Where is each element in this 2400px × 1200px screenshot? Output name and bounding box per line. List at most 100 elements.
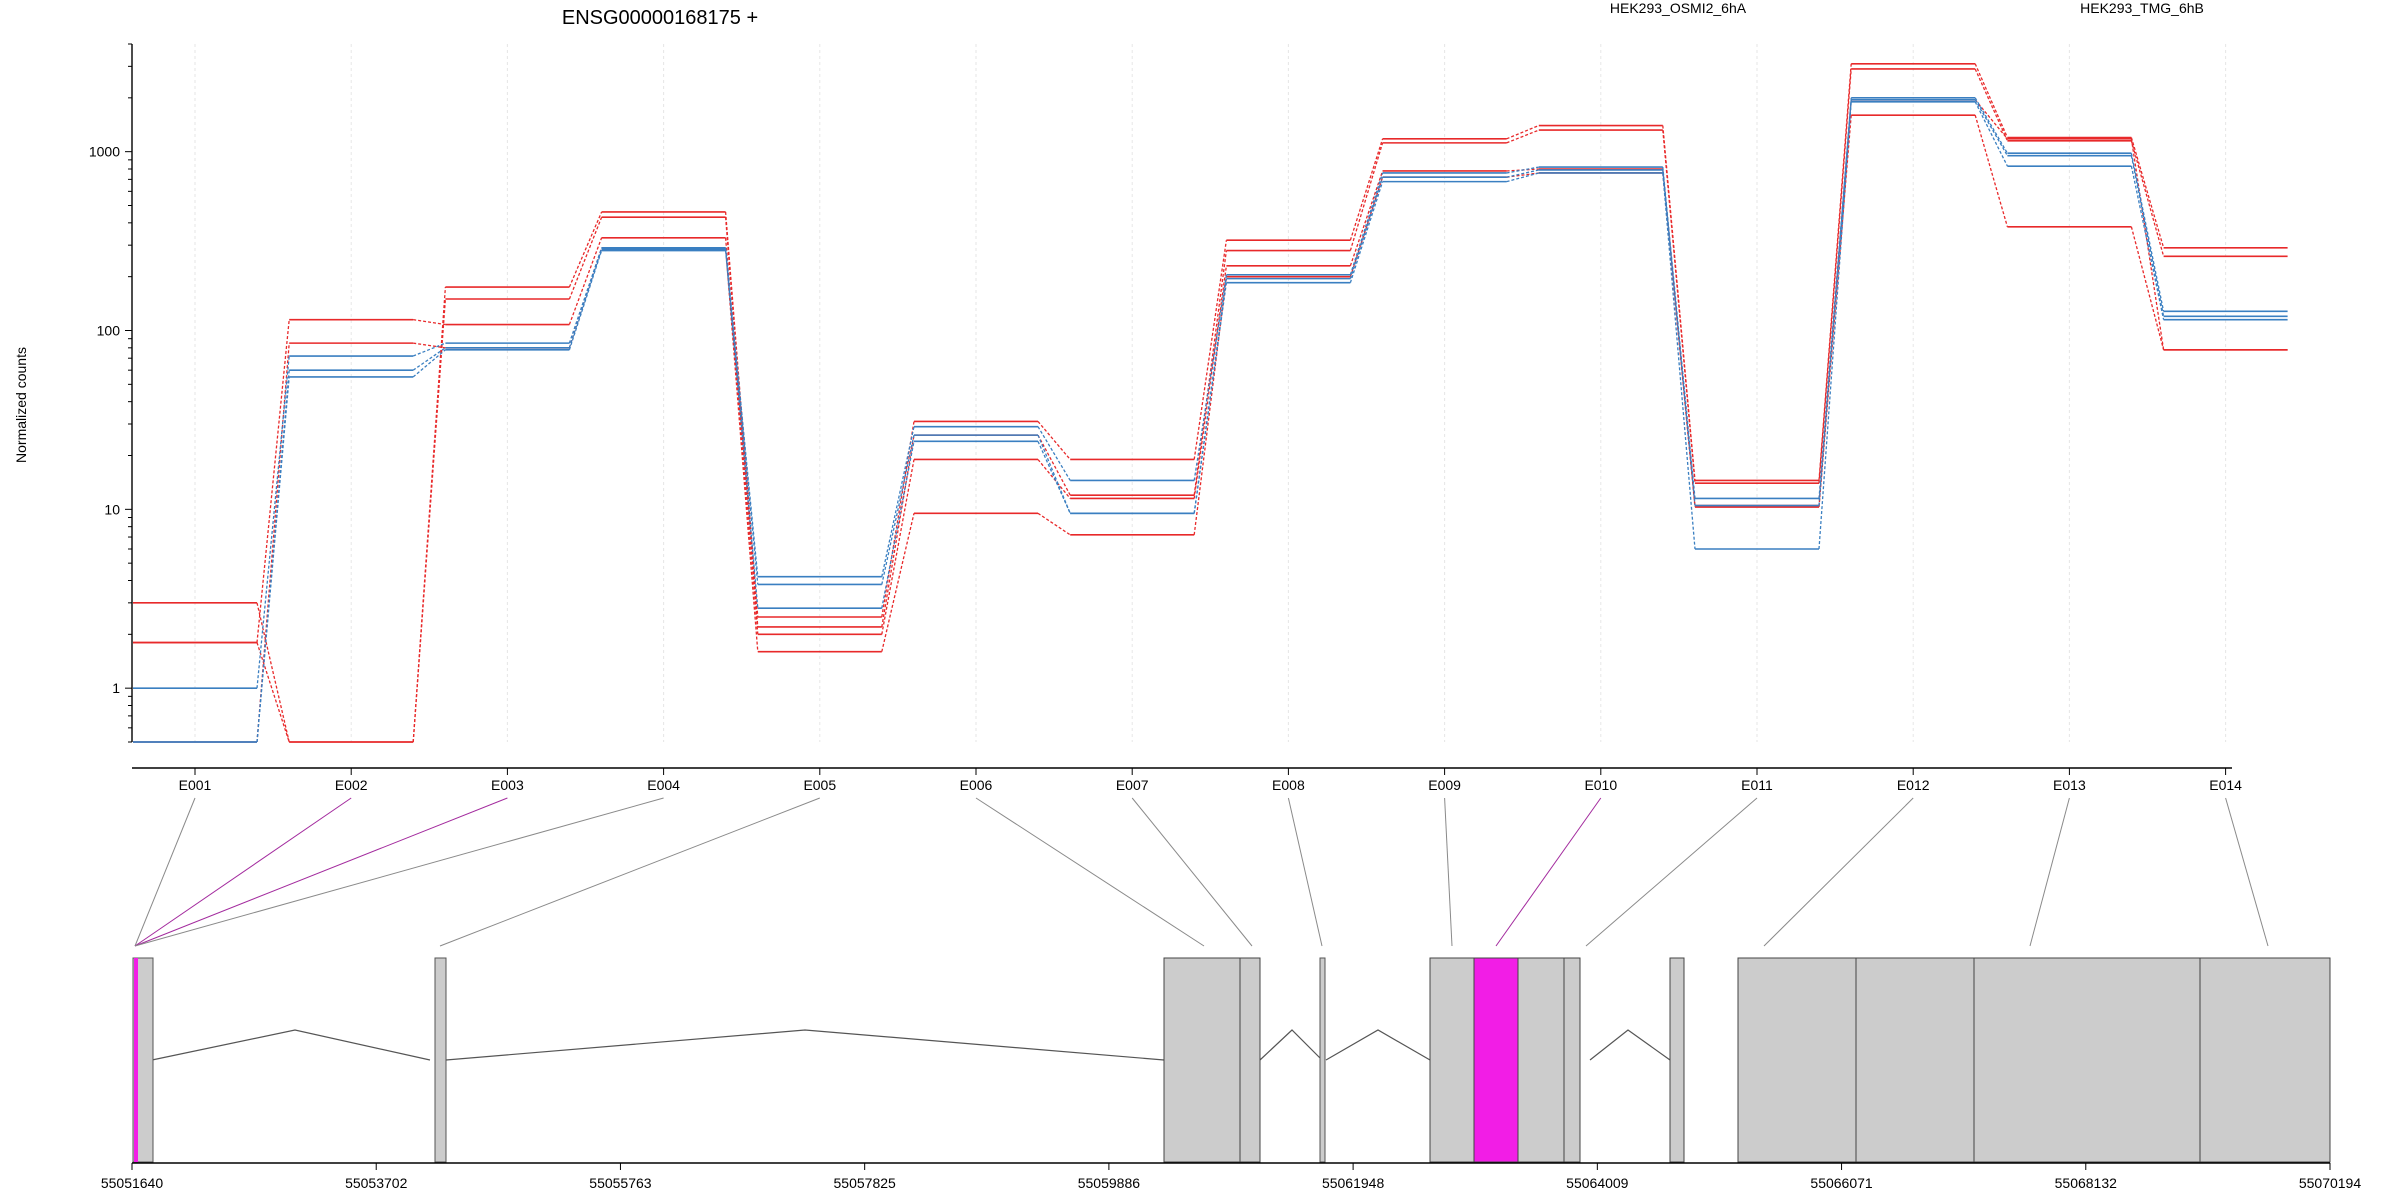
- series-6-connector-e013: [2130, 166, 2165, 320]
- connector-e013: [2029, 797, 2070, 947]
- exon-block-e008: [1319, 957, 1326, 1163]
- series-6-connector-e007: [1193, 282, 1228, 514]
- series-5-connector-e004: [724, 249, 759, 585]
- series-3-connector-e008: [1349, 176, 1384, 277]
- series-1-connector-e012: [1974, 68, 2008, 142]
- series-5-connector-e003: [568, 248, 603, 349]
- series-4-connector-e011: [1818, 97, 1852, 499]
- series-0-connector-e006: [1037, 421, 1071, 460]
- series-2-connector-e001: [256, 319, 290, 643]
- series-0-connector-e008: [1349, 138, 1384, 241]
- y-tick-label-1: 1: [112, 680, 120, 696]
- genomic-tick-label-55057825: 55057825: [834, 1175, 897, 1191]
- series-lines: [133, 62, 2288, 743]
- series-5-connector-e002: [412, 347, 446, 371]
- connector-e003: [134, 797, 508, 947]
- x-tick-label-e004: E004: [647, 777, 680, 793]
- genomic-tick-label-55053702: 55053702: [345, 1175, 408, 1191]
- exon-block-1: [1239, 957, 1261, 1163]
- connector-e007: [1131, 797, 1253, 947]
- series-4-connector-e001: [256, 355, 290, 689]
- exon-block-first-highlight: [134, 958, 138, 1162]
- series-1-connector-e010: [1662, 130, 1696, 484]
- series-5-connector-e005: [881, 434, 915, 585]
- x-tick-label-e012: E012: [1897, 777, 1930, 793]
- series-5-connector-e008: [1349, 176, 1384, 279]
- series-0-connector-e003: [568, 211, 603, 288]
- series-0-connector-e001: [256, 602, 290, 743]
- y-tick-label-1000: 1000: [89, 144, 120, 160]
- genomic-tick-label-55059886: 55059886: [1078, 1175, 1141, 1191]
- axes: 1 10 100 1000 E001 E002 E003 E004 E005 E006 E007 E0…: [89, 43, 2242, 793]
- exon-block-5: [1737, 957, 1857, 1163]
- y-axis-label: Normalized counts: [13, 347, 29, 463]
- x-tick-label-e011: E011: [1741, 777, 1773, 793]
- series-2-connector-e003: [568, 237, 603, 325]
- genomic-tick-label-55051640: 55051640: [101, 1175, 164, 1191]
- connector-e001: [134, 797, 196, 947]
- series-6-connector-e005: [881, 441, 915, 609]
- series-4-connector-e004: [724, 247, 759, 577]
- series-4-connector-e006: [1037, 426, 1071, 481]
- x-tick-label-e001: E001: [179, 777, 212, 793]
- series-3-connector-e012: [1974, 114, 2009, 227]
- x-tick-label-e003: E003: [491, 777, 524, 793]
- connector-e014: [2225, 797, 2269, 947]
- exon-block-e005: [434, 957, 447, 1163]
- connector-e004: [134, 797, 664, 947]
- series-2-connector-e008: [1349, 170, 1384, 267]
- legend-entry-tmg: HEK293_TMG_6hB: [2080, 0, 2204, 16]
- x-tick-label-e010: E010: [1584, 777, 1617, 793]
- genomic-tick-label-55070194: 55070194: [2299, 1175, 2362, 1191]
- series-1-connector-e005: [881, 435, 915, 628]
- series-0-connector-e007: [1193, 240, 1228, 460]
- exon-connectors: [134, 797, 2269, 947]
- series-6-connector-e010: [1662, 172, 1696, 550]
- series-5-connector-e013: [2130, 155, 2165, 317]
- series-2-connector-e013: [2130, 138, 2165, 350]
- series-3-connector-e006: [1037, 512, 1071, 536]
- series-4-connector-e013: [2130, 153, 2165, 312]
- series-5-connector-e010: [1662, 169, 1696, 506]
- series-0-connector-e009: [1506, 124, 1540, 140]
- series-5-connector-e006: [1037, 434, 1071, 514]
- connector-e011: [1585, 797, 1758, 947]
- series-1-connector-e006: [1037, 434, 1071, 496]
- series-3-connector-e002: [413, 342, 446, 349]
- series-3-connector-e013: [2130, 226, 2165, 350]
- series-4-connector-e008: [1349, 172, 1384, 275]
- connector-e010: [1495, 797, 1602, 947]
- x-tick-label-e006: E006: [960, 777, 993, 793]
- x-tick-label-e014: E014: [2209, 777, 2242, 793]
- series-6-connector-e008: [1349, 181, 1384, 283]
- series-1-connector-e002: [412, 298, 447, 743]
- x-tick-label-e007: E007: [1116, 777, 1149, 793]
- series-2-connector-e012: [1974, 99, 2008, 140]
- series-0-connector-e012: [1974, 63, 2008, 138]
- exon-block-0: [1163, 957, 1241, 1163]
- genomic-tick-label-55064009: 55064009: [1566, 1175, 1629, 1191]
- x-tick-label-e005: E005: [803, 777, 836, 793]
- series-6-connector-e001: [256, 376, 290, 743]
- series-6-connector-e002: [412, 349, 446, 378]
- connector-e006: [975, 797, 1205, 947]
- series-1-connector-e008: [1349, 142, 1384, 251]
- series-6-connector-e003: [568, 250, 603, 350]
- connector-e009: [1444, 797, 1453, 947]
- intron-1: [445, 1029, 1165, 1061]
- gene-model: 55051640 55053702 55055763 55057825 55059886…: [101, 957, 2362, 1191]
- series-1-connector-e007: [1193, 250, 1228, 496]
- series-3-connector-e004: [724, 247, 759, 652]
- exon-block-3: [1563, 957, 1581, 1163]
- genomic-tick-label-55066071: 55066071: [1810, 1175, 1873, 1191]
- grid: [194, 44, 2227, 742]
- legend-entry-osmi2: HEK293_OSMI2_6hA: [1610, 0, 1747, 16]
- x-tick-label-e008: E008: [1272, 777, 1305, 793]
- chart-title: ENSG00000168175 +: [562, 7, 758, 29]
- series-4-connector-e003: [568, 247, 603, 344]
- series-6-connector-e009: [1506, 172, 1539, 183]
- series-3-connector-e005: [881, 513, 915, 652]
- y-tick-label-100: 100: [97, 323, 121, 339]
- series-3-connector-e011: [1818, 115, 1852, 508]
